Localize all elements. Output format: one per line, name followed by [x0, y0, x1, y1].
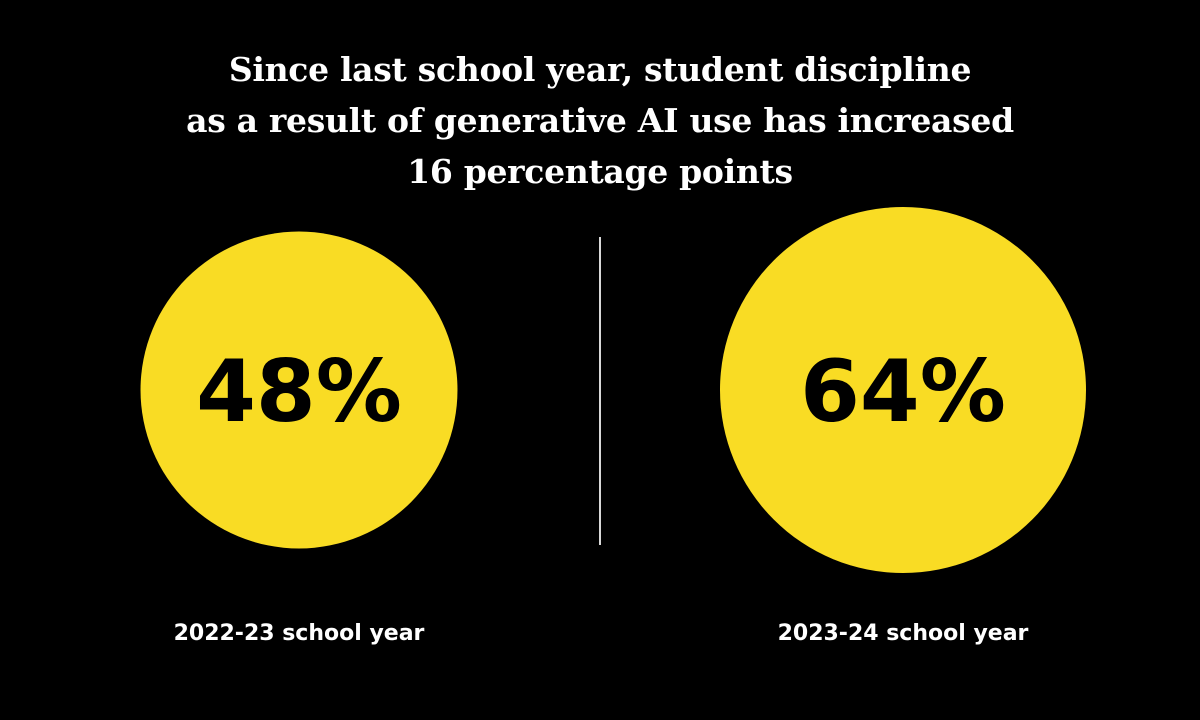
value-label-2023-24-school-year: 64%: [800, 342, 1006, 442]
title-line-3: 16 percentage points: [407, 152, 793, 191]
value-circle-2023-24-school-year: [720, 207, 1086, 573]
value-label-2022-23-school-year: 48%: [196, 342, 402, 442]
category-label-2023-24-school-year: 2023-24 school year: [778, 621, 1029, 646]
title-line-2: as a result of generative AI use has inc…: [186, 101, 1014, 140]
category-label-2022-23-school-year: 2022-23 school year: [174, 621, 425, 646]
chart-title: Since last school year, student discipli…: [0, 44, 1200, 197]
center-divider: [599, 237, 601, 545]
value-circle-2022-23-school-year: [140, 231, 458, 549]
title-line-1: Since last school year, student discipli…: [228, 50, 972, 89]
